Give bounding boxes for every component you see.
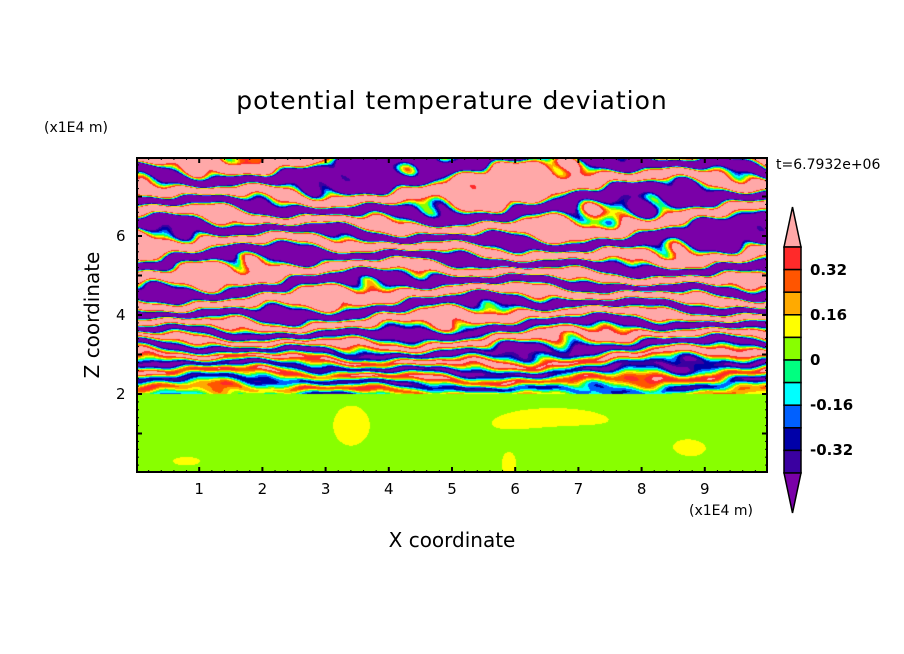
colorbar-box	[783, 449, 802, 474]
time-label: t=6.7932e+06	[776, 157, 881, 173]
colorbar-box	[783, 268, 802, 293]
colorbar-label: -0.32	[810, 441, 854, 460]
x-tick-label: 4	[384, 480, 394, 498]
y-axis-label: Z coordinate	[80, 251, 104, 379]
colorbar-box	[783, 291, 802, 316]
colorbar-lower-triangle	[783, 472, 802, 514]
plot-border	[136, 157, 768, 473]
y-tick-label: 4	[116, 306, 126, 324]
colorbar-box	[783, 314, 802, 339]
x-tick-label: 1	[194, 480, 204, 498]
colorbar-box	[783, 381, 802, 406]
x-tick-label: 7	[573, 480, 584, 498]
colorbar-upper-triangle	[783, 206, 802, 248]
heatmap-field	[136, 157, 768, 473]
colorbar	[783, 206, 802, 514]
chart-title: potential temperature deviation	[236, 86, 668, 115]
plot-frame	[136, 157, 768, 473]
x-tick-label: 9	[700, 480, 710, 498]
colorbar-box	[783, 359, 802, 384]
x-tick-label: 3	[320, 480, 331, 498]
colorbar-box	[783, 336, 802, 361]
colorbar-label: -0.16	[810, 396, 854, 415]
x-tick-label: 8	[636, 480, 647, 498]
x-axis-unit: (x1E4 m)	[689, 503, 753, 519]
y-axis-unit: (x1E4 m)	[44, 120, 108, 136]
colorbar-label: 0	[810, 351, 821, 369]
x-axis-label: X coordinate	[388, 528, 516, 552]
x-tick-label: 5	[447, 480, 457, 498]
colorbar-label: 0.16	[810, 305, 848, 324]
x-tick-label: 2	[257, 480, 268, 498]
x-tick-label: 6	[510, 480, 520, 498]
y-tick-label: 2	[116, 385, 126, 403]
colorbar-box	[783, 246, 802, 271]
colorbar-box	[783, 427, 802, 452]
colorbar-label: 0.32	[810, 260, 848, 279]
colorbar-box	[783, 404, 802, 429]
y-tick-label: 6	[116, 227, 126, 245]
plot-area	[136, 157, 768, 473]
